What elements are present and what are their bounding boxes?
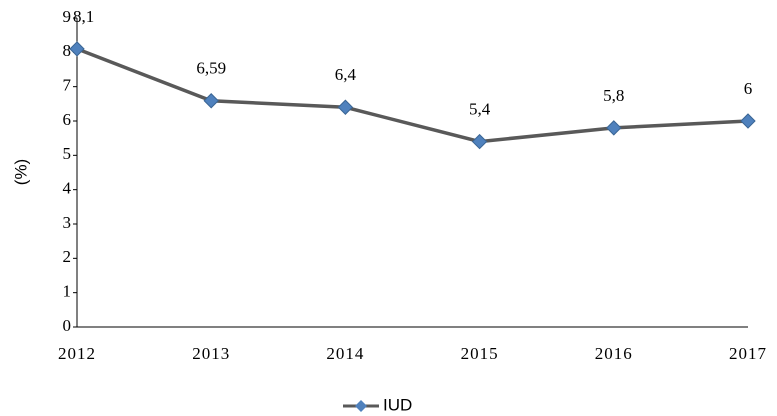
y-axis-label: (%) <box>11 159 30 185</box>
y-tick-label: 1 <box>63 282 72 301</box>
y-tick-label: 4 <box>63 179 72 198</box>
marker <box>203 93 219 109</box>
y-tick-label: 6 <box>63 110 72 129</box>
y-tick-label: 0 <box>63 316 72 335</box>
marker <box>606 120 622 136</box>
value-label: 5,4 <box>469 100 491 119</box>
value-label: 6 <box>744 79 753 98</box>
value-label: 6,4 <box>335 65 357 84</box>
value-label: 8,1 <box>73 7 94 26</box>
x-tick-label: 2016 <box>595 344 633 363</box>
legend-label: IUD <box>383 395 412 414</box>
value-label: 6,59 <box>196 59 226 78</box>
y-tick-label: 2 <box>63 247 72 266</box>
x-tick-label: 2013 <box>192 344 230 363</box>
x-tick-label: 2012 <box>58 344 96 363</box>
marker <box>740 113 756 129</box>
y-tick-label: 5 <box>63 144 72 163</box>
marker <box>69 41 85 57</box>
y-tick-label: 8 <box>63 41 72 60</box>
x-tick-label: 2015 <box>461 344 499 363</box>
value-label: 5,8 <box>603 86 624 105</box>
y-tick-label: 7 <box>63 76 72 95</box>
y-tick-label: 9 <box>63 7 72 26</box>
x-tick-label: 2017 <box>729 344 767 363</box>
legend-marker <box>355 400 367 412</box>
marker <box>471 133 488 150</box>
x-tick-label: 2014 <box>326 344 364 363</box>
y-tick-label: 3 <box>63 213 72 232</box>
marker <box>337 99 354 115</box>
series-line <box>76 47 749 144</box>
